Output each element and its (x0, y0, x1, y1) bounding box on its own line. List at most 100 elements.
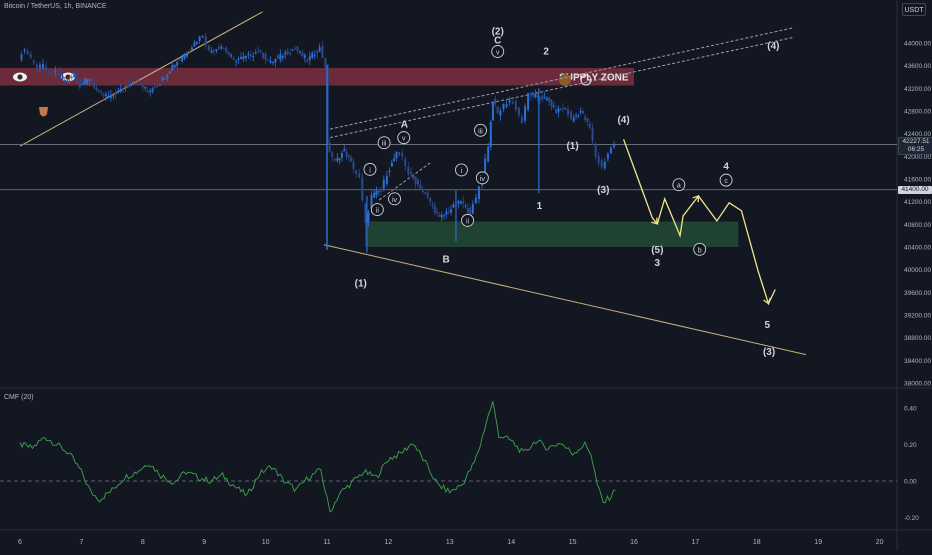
candle (210, 50, 213, 54)
candle (73, 74, 76, 78)
candle (390, 162, 393, 167)
candle (70, 77, 73, 79)
candle (496, 106, 499, 114)
wave-label: 1 (537, 201, 543, 212)
candle (291, 49, 294, 51)
candle (581, 111, 584, 114)
candle (606, 153, 609, 159)
wave-label: 3 (655, 258, 661, 269)
candle (555, 109, 558, 113)
cmf-tick-label: -0.20 (904, 515, 919, 522)
candle (23, 49, 26, 51)
candle (146, 90, 149, 92)
candle (380, 190, 383, 192)
time-tick-label: 12 (385, 539, 393, 546)
candle (385, 175, 388, 184)
candle (508, 99, 511, 103)
candle (136, 78, 139, 81)
wave-label: b (698, 247, 702, 254)
candle (217, 47, 220, 50)
candle (154, 86, 157, 88)
candle (471, 203, 474, 214)
candle (550, 100, 553, 107)
candle (436, 211, 439, 214)
candle (393, 158, 396, 162)
candle (68, 80, 71, 82)
candle (289, 52, 292, 54)
wave-label: (5) (651, 245, 663, 256)
arrow-head (692, 195, 700, 203)
candle (252, 56, 255, 58)
candle (600, 160, 603, 168)
currency-button[interactable]: USDT (902, 3, 926, 16)
candle (395, 151, 398, 158)
price-tick-label: 43600.00 (904, 63, 931, 70)
candle (262, 52, 265, 59)
candle (575, 115, 578, 117)
candle (336, 157, 339, 161)
candle (421, 189, 424, 192)
candle (303, 55, 306, 58)
candle (572, 117, 575, 122)
level-price-tag: 41400.00 (898, 186, 932, 194)
time-tick-label: 11 (323, 539, 330, 546)
candle (274, 59, 277, 63)
candle (404, 158, 407, 167)
candle (412, 176, 415, 179)
candle (313, 55, 316, 57)
candle (440, 215, 443, 218)
candle (181, 57, 184, 62)
candle (249, 54, 252, 57)
candle (95, 87, 98, 90)
price-tick-label: 38800.00 (904, 335, 931, 342)
candle (594, 144, 597, 157)
candle (520, 116, 523, 123)
candle (459, 201, 462, 204)
candle (56, 72, 59, 76)
candle (532, 93, 535, 95)
candle (193, 42, 196, 47)
candle (534, 93, 537, 98)
candle (240, 57, 243, 59)
wave-marker (491, 45, 505, 58)
candle (20, 54, 23, 60)
candle (29, 54, 32, 58)
candle (499, 110, 502, 116)
candle (543, 97, 546, 99)
candle (347, 155, 350, 158)
candle (410, 172, 413, 175)
candle (186, 53, 189, 57)
time-tick-label: 18 (753, 539, 761, 546)
candle (141, 84, 144, 88)
wave-label: (4) (767, 41, 779, 52)
candle (213, 49, 216, 52)
candle (201, 36, 204, 38)
candle (445, 211, 448, 215)
wave-label: (1) (566, 141, 578, 152)
target-icon (580, 74, 592, 86)
candle (195, 41, 198, 44)
candle (474, 197, 477, 204)
candle (613, 143, 616, 148)
candle (511, 101, 514, 104)
level-price: 41400.00 (901, 186, 929, 193)
candle (222, 48, 225, 50)
wave-label: i (461, 168, 463, 175)
candle (230, 54, 233, 57)
wave-marker (363, 162, 377, 176)
candle (340, 153, 343, 158)
candle (364, 203, 367, 223)
wave-marker (475, 171, 489, 185)
candle (171, 65, 174, 71)
wave-marker (377, 136, 391, 150)
candle (122, 88, 125, 90)
candle (566, 109, 569, 115)
candle (502, 103, 505, 110)
candle (38, 64, 41, 68)
candle (579, 111, 582, 113)
cmf-tick-label: 0.40 (904, 405, 917, 412)
wave-label: c (724, 178, 728, 185)
candle (107, 95, 110, 97)
